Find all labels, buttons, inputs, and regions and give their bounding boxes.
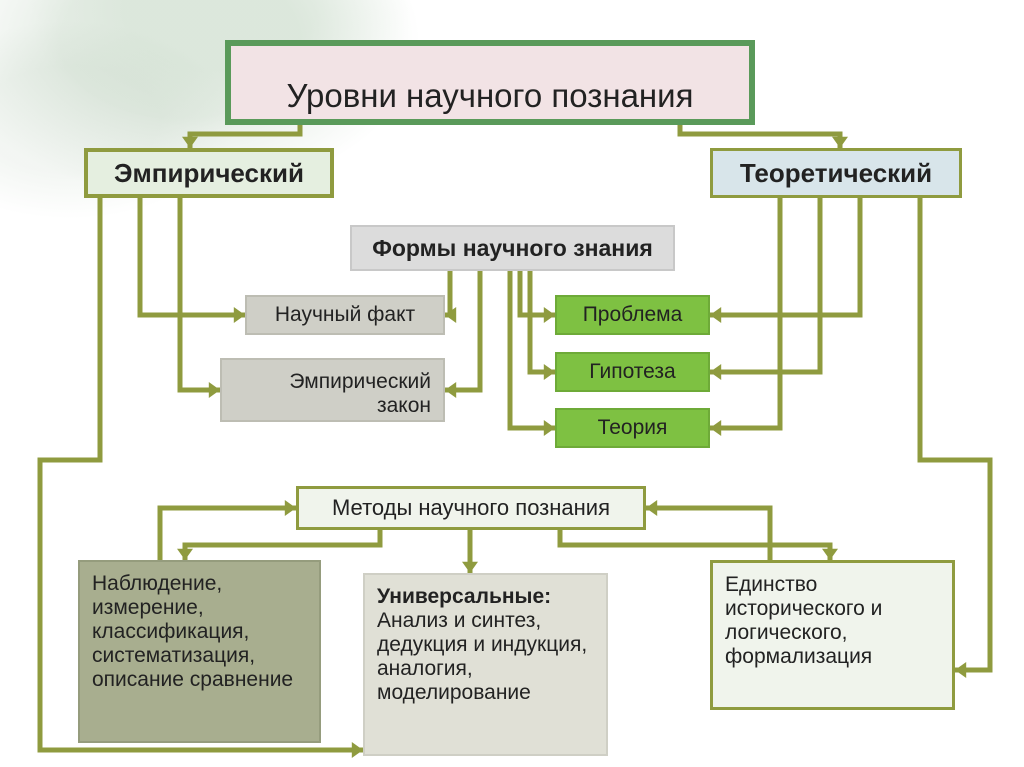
meth-left-label: Наблюдение, измерение, классификация, си…	[92, 572, 307, 692]
node-methods-empirical: Наблюдение, измерение, классификация, си…	[78, 560, 321, 743]
node-methods-theoretical: Единство исторического и логического, фо…	[710, 560, 955, 710]
theoretical-label: Теоретический	[740, 158, 932, 189]
methods-label: Методы научного познания	[332, 495, 610, 521]
node-theoretical: Теоретический	[710, 148, 962, 198]
node-methods: Методы научного познания	[296, 486, 646, 530]
theory-label: Теория	[598, 416, 668, 440]
meth-right-label: Единство исторического и логического, фо…	[725, 573, 940, 669]
emp-law-label: Эмпирический закон	[234, 370, 431, 418]
meth-mid-bold: Универсальные:	[377, 585, 551, 608]
node-forms: Формы научного знания	[350, 225, 675, 271]
node-empirical-law: Эмпирический закон	[220, 358, 445, 422]
meth-mid-rest: Анализ и синтез, дедукция и индукция, ан…	[377, 609, 587, 704]
node-empirical: Эмпирический	[84, 148, 334, 198]
node-hypothesis: Гипотеза	[555, 352, 710, 392]
fact-label: Научный факт	[275, 303, 415, 327]
hypothesis-label: Гипотеза	[589, 360, 675, 384]
node-methods-universal: Универсальные: Анализ и синтез, дедукция…	[363, 573, 608, 756]
node-scientific-fact: Научный факт	[245, 295, 445, 335]
problem-label: Проблема	[583, 303, 683, 327]
forms-label: Формы научного знания	[372, 235, 653, 262]
title-label: Уровни научного познания	[287, 77, 694, 115]
empirical-label: Эмпирический	[114, 158, 304, 189]
node-problem: Проблема	[555, 295, 710, 335]
node-title: Уровни научного познания	[225, 40, 755, 125]
node-theory: Теория	[555, 408, 710, 448]
meth-mid-label: Универсальные: Анализ и синтез, дедукция…	[377, 585, 594, 705]
